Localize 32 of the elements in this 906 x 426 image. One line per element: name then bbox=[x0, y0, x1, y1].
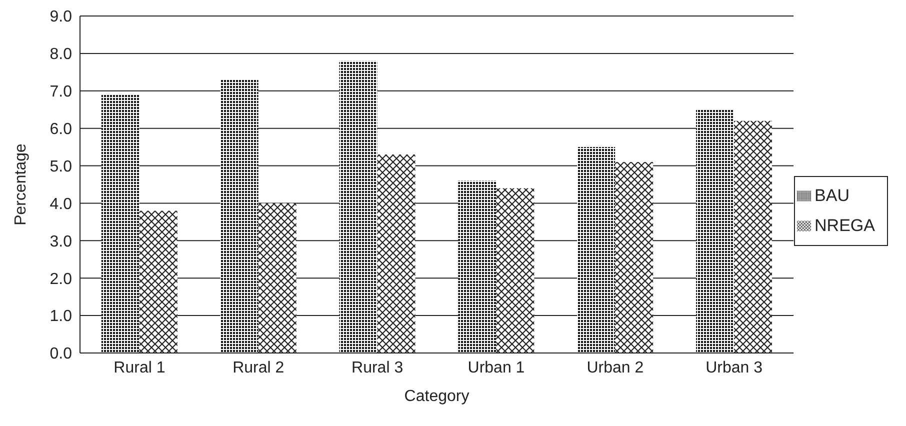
x-tick-label: Urban 1 bbox=[468, 359, 525, 376]
x-tick-label: Rural 2 bbox=[232, 359, 284, 376]
bar bbox=[258, 203, 296, 353]
legend-label: BAU bbox=[814, 186, 850, 204]
y-tick-label: 8.0 bbox=[50, 46, 72, 64]
x-tick-label: Rural 3 bbox=[352, 359, 404, 376]
x-tick-label: Rural 1 bbox=[114, 359, 166, 376]
y-tick-label: 7.0 bbox=[50, 84, 72, 101]
bar bbox=[377, 154, 416, 353]
bar bbox=[577, 147, 616, 353]
y-tick-label: 5.0 bbox=[50, 158, 72, 176]
y-tick-label: 0.0 bbox=[50, 346, 72, 363]
y-tick-label: 6.0 bbox=[50, 121, 72, 138]
bar bbox=[696, 110, 734, 353]
bar bbox=[496, 188, 534, 353]
bar bbox=[615, 162, 654, 353]
x-axis-title: Category bbox=[404, 388, 470, 405]
bar bbox=[734, 120, 772, 353]
bar bbox=[101, 94, 140, 353]
y-tick-label: 1.0 bbox=[50, 308, 72, 326]
x-tick-label: Urban 3 bbox=[706, 359, 763, 376]
y-tick-label: 4.0 bbox=[50, 196, 72, 213]
bar bbox=[139, 210, 178, 353]
y-tick-label: 9.0 bbox=[50, 8, 72, 26]
y-tick-label: 2.0 bbox=[50, 270, 72, 288]
legend-label: NREGA bbox=[814, 216, 875, 234]
bar bbox=[458, 180, 496, 353]
bar bbox=[220, 80, 258, 353]
bar bbox=[339, 60, 378, 353]
x-tick-label: Urban 2 bbox=[586, 359, 644, 376]
y-tick-label: 3.0 bbox=[50, 233, 72, 250]
y-axis-title: Percentage bbox=[12, 143, 30, 226]
